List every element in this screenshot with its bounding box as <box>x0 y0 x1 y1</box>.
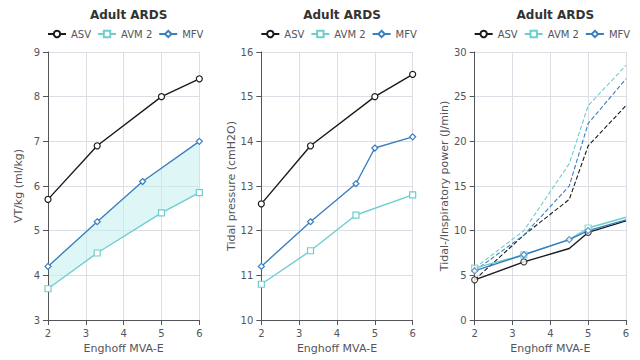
svg-text:10: 10 <box>241 315 254 326</box>
svg-text:ASV: ASV <box>71 29 91 40</box>
svg-text:5: 5 <box>372 328 378 339</box>
svg-text:5: 5 <box>34 225 40 236</box>
svg-text:11: 11 <box>241 270 254 281</box>
svg-text:15: 15 <box>241 91 254 102</box>
svg-text:0: 0 <box>460 315 466 326</box>
svg-text:6: 6 <box>196 328 202 339</box>
svg-text:Tidal pressure (cmH2O): Tidal pressure (cmH2O) <box>225 121 238 252</box>
svg-text:16: 16 <box>241 47 254 58</box>
svg-text:7: 7 <box>34 136 40 147</box>
svg-text:2: 2 <box>258 328 264 339</box>
svg-text:20: 20 <box>454 136 467 147</box>
svg-text:9: 9 <box>34 47 40 58</box>
svg-text:6: 6 <box>34 181 40 192</box>
svg-text:Enghoff MVA-E: Enghoff MVA-E <box>84 342 164 355</box>
svg-text:AVM 2: AVM 2 <box>548 29 579 40</box>
svg-text:30: 30 <box>454 47 467 58</box>
svg-text:5: 5 <box>585 328 591 339</box>
svg-text:AVM 2: AVM 2 <box>121 29 152 40</box>
svg-text:4: 4 <box>334 328 340 339</box>
svg-text:13: 13 <box>241 181 254 192</box>
svg-text:3: 3 <box>34 315 40 326</box>
svg-text:Adult ARDS: Adult ARDS <box>303 8 381 22</box>
svg-text:MFV: MFV <box>182 29 203 40</box>
svg-text:ASV: ASV <box>498 29 518 40</box>
svg-text:4: 4 <box>120 328 126 339</box>
svg-text:4: 4 <box>547 328 553 339</box>
svg-text:5: 5 <box>460 270 466 281</box>
svg-text:14: 14 <box>241 136 254 147</box>
svg-text:8: 8 <box>34 91 40 102</box>
svg-text:MFV: MFV <box>609 29 630 40</box>
svg-text:3: 3 <box>83 328 89 339</box>
svg-text:Tidal-/Inspiratory power (J/mi: Tidal-/Inspiratory power (J/min) <box>438 101 451 272</box>
svg-text:Adult ARDS: Adult ARDS <box>517 8 595 22</box>
svg-text:ASV: ASV <box>284 29 304 40</box>
svg-text:2: 2 <box>45 328 51 339</box>
svg-text:25: 25 <box>454 91 467 102</box>
svg-text:3: 3 <box>509 328 515 339</box>
svg-text:VT/kg (ml/kg): VT/kg (ml/kg) <box>12 149 25 223</box>
svg-text:Adult ARDS: Adult ARDS <box>90 8 168 22</box>
svg-text:Enghoff MVA-E: Enghoff MVA-E <box>297 342 377 355</box>
svg-text:6: 6 <box>623 328 629 339</box>
svg-text:3: 3 <box>296 328 302 339</box>
svg-text:AVM 2: AVM 2 <box>334 29 365 40</box>
svg-text:MFV: MFV <box>396 29 417 40</box>
svg-text:5: 5 <box>158 328 164 339</box>
svg-text:2: 2 <box>471 328 477 339</box>
svg-text:4: 4 <box>34 270 40 281</box>
svg-text:Enghoff MVA-E: Enghoff MVA-E <box>510 342 590 355</box>
svg-text:12: 12 <box>241 225 254 236</box>
svg-text:10: 10 <box>454 225 467 236</box>
svg-text:15: 15 <box>454 181 467 192</box>
svg-text:6: 6 <box>409 328 415 339</box>
